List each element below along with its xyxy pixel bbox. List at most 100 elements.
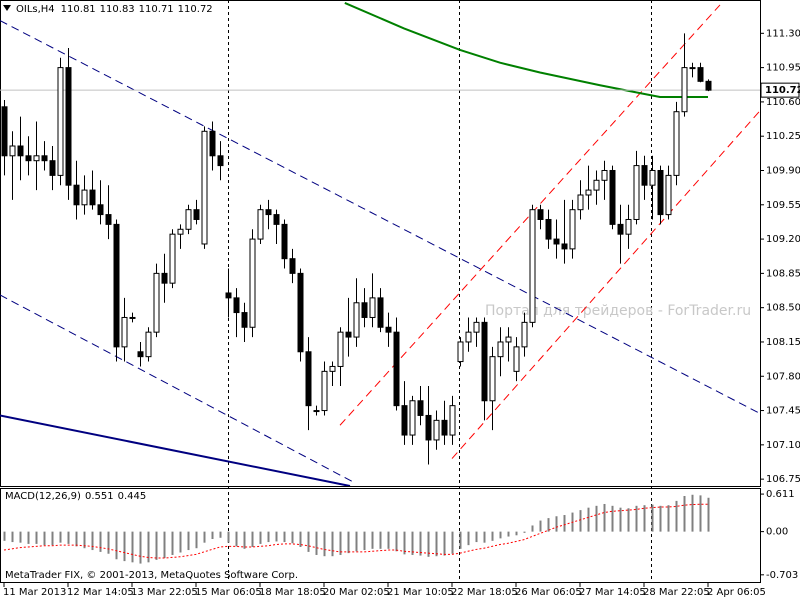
open: 110.81 xyxy=(61,4,96,15)
candle-body xyxy=(377,297,384,328)
candle-body xyxy=(649,169,656,186)
x-tick-label: 11 Mar 2013 xyxy=(3,587,66,598)
candle-body xyxy=(361,302,368,318)
candle-body xyxy=(233,297,240,314)
candle-body xyxy=(105,214,112,225)
candle-body xyxy=(337,331,344,367)
macd-value: 0.551 xyxy=(85,491,114,502)
candle-body xyxy=(1,106,8,157)
candle-body xyxy=(473,321,480,333)
candle-body xyxy=(705,80,712,91)
close: 110.72 xyxy=(178,4,213,15)
candle-body xyxy=(73,184,80,206)
x-tick-label: 22 Mar 18:05 xyxy=(451,587,518,598)
candle-body xyxy=(57,67,64,176)
candle-body xyxy=(129,316,136,319)
candle-body xyxy=(601,169,608,181)
candle-body xyxy=(169,233,176,284)
candle-body xyxy=(217,155,224,167)
macd-y-tick-label: 0.611 xyxy=(766,489,795,500)
trendline xyxy=(0,294,356,484)
candle-body xyxy=(329,365,336,372)
macd-plot xyxy=(3,494,710,564)
y-tick-label: 111.30 xyxy=(766,28,800,39)
price-plot xyxy=(0,2,760,486)
candle-body xyxy=(681,67,688,113)
candle-body xyxy=(281,223,288,260)
candle-body xyxy=(633,165,640,220)
y-tick-label: 109.90 xyxy=(766,165,800,176)
candle-body xyxy=(401,405,408,436)
x-tick-label: 12 Mar 14:05 xyxy=(67,587,134,598)
candle-body xyxy=(249,238,256,328)
candle-body xyxy=(537,209,544,220)
watermark: Портал для трейдеров - ForTrader.ru xyxy=(485,303,751,319)
candle-body xyxy=(81,189,88,206)
x-tick-label: 2 Apr 06:05 xyxy=(707,587,766,598)
x-tick-label: 13 Mar 22:05 xyxy=(131,587,198,598)
candle-body xyxy=(177,228,184,235)
candle-body xyxy=(321,370,328,412)
trendline xyxy=(339,4,721,426)
candle-body xyxy=(625,218,632,235)
y-tick-label: 110.95 xyxy=(766,63,800,74)
x-tick-label: 27 Mar 14:05 xyxy=(579,587,646,598)
candle-body xyxy=(585,189,592,196)
candle-body xyxy=(353,302,360,338)
high: 110.83 xyxy=(100,4,135,15)
candle-body xyxy=(41,155,48,162)
candle-body xyxy=(201,130,208,245)
candle-body xyxy=(265,209,272,216)
macd-name: MACD(12,26,9) xyxy=(5,491,81,502)
candle-body xyxy=(297,272,304,353)
macd-y-tick-label: -0.703 xyxy=(766,570,798,581)
candle-body xyxy=(89,189,96,206)
candle-body xyxy=(641,165,648,186)
candle-body xyxy=(145,331,152,358)
trendline xyxy=(0,414,351,486)
candle-body xyxy=(521,321,528,348)
x-tick-label: 15 Mar 06:05 xyxy=(195,587,262,598)
candle-body xyxy=(257,209,264,240)
candle-body xyxy=(425,414,432,441)
candle-body xyxy=(593,179,600,191)
candle-body xyxy=(121,316,128,348)
candle-body xyxy=(241,312,248,328)
candle-body xyxy=(569,209,576,250)
x-tick-label: 18 Mar 18:05 xyxy=(259,587,326,598)
candle-body xyxy=(689,67,696,70)
main-panel xyxy=(0,0,761,487)
candle-body xyxy=(545,218,552,240)
x-tick-label: 28 Mar 22:05 xyxy=(643,587,710,598)
y-tick-label: 107.10 xyxy=(766,440,800,451)
signal-value: 0.445 xyxy=(118,491,147,502)
candle-body xyxy=(449,405,456,436)
price-tag xyxy=(760,82,800,98)
candle-body xyxy=(465,331,472,343)
candle-body xyxy=(137,351,144,358)
collapse-icon[interactable] xyxy=(3,5,11,11)
candle-body xyxy=(577,194,584,211)
candle-body xyxy=(441,419,448,436)
candle-body xyxy=(457,341,464,363)
candle-body xyxy=(369,297,376,318)
candle-body xyxy=(409,400,416,436)
candle-body xyxy=(97,204,104,216)
candle-body xyxy=(433,419,440,441)
candle-body xyxy=(209,130,216,157)
x-tick-label: 26 Mar 06:05 xyxy=(515,587,582,598)
candle-body xyxy=(417,400,424,416)
candle-body xyxy=(313,410,320,413)
y-tick-label: 109.20 xyxy=(766,234,800,245)
y-tick-label: 110.60 xyxy=(766,97,800,108)
candle-body xyxy=(513,346,520,372)
candle-body xyxy=(489,356,496,402)
candle-body xyxy=(153,272,160,333)
macd-y-tick-label: 0.00 xyxy=(766,527,788,538)
candle-body xyxy=(385,326,392,333)
candle-body xyxy=(345,331,352,338)
candle-body xyxy=(529,209,536,323)
candle-body xyxy=(505,336,512,343)
candle-body xyxy=(17,145,24,157)
